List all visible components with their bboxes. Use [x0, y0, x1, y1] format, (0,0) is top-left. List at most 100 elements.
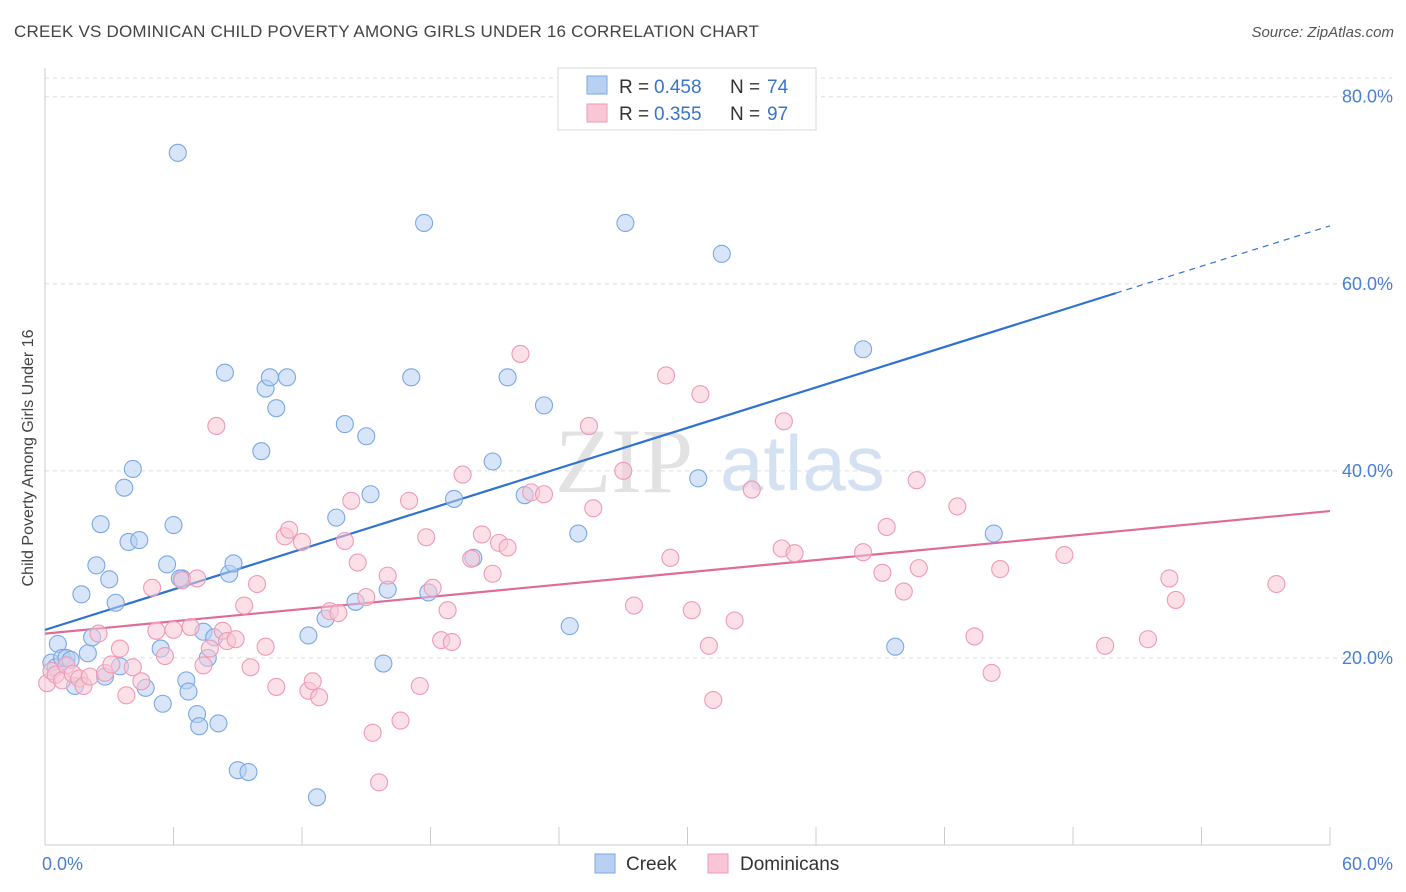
- legend-r-label-dominicans: R =: [619, 104, 649, 125]
- trend-line-1: [44, 509, 1331, 635]
- point-0-44: [277, 368, 297, 387]
- point-0-8: [78, 644, 97, 663]
- point-1-76: [725, 611, 744, 630]
- point-1-12: [110, 639, 130, 658]
- y-tick-label-1: 40.0%: [1342, 461, 1393, 481]
- point-1-66: [579, 416, 599, 436]
- point-0-37: [224, 554, 243, 573]
- point-0-19: [130, 531, 149, 550]
- point-0-28: [179, 682, 198, 701]
- point-1-14: [123, 658, 142, 677]
- point-0-42: [260, 368, 279, 387]
- point-1-77: [742, 480, 761, 499]
- point-1-47: [370, 773, 389, 792]
- point-1-81: [854, 543, 873, 562]
- y-tick-label-3: 80.0%: [1342, 87, 1393, 107]
- point-1-84: [894, 582, 913, 601]
- point-0-48: [327, 508, 346, 527]
- point-0-56: [415, 213, 434, 233]
- point-1-36: [292, 532, 312, 551]
- point-1-74: [699, 636, 718, 655]
- point-0-10: [87, 556, 106, 575]
- point-1-70: [657, 366, 676, 385]
- point-1-57: [453, 465, 472, 484]
- legend-n-label-creek: N =: [730, 77, 760, 98]
- point-0-69: [712, 244, 731, 263]
- point-1-21: [181, 618, 200, 637]
- point-1-33: [267, 677, 286, 696]
- point-1-72: [682, 601, 701, 620]
- legend-n-value-creek: 74: [767, 77, 789, 98]
- point-0-68: [689, 469, 708, 488]
- legend-n-label-dominicans: N =: [730, 104, 760, 125]
- axes: 20.0% 40.0% 60.0% 80.0%: [44, 68, 1393, 846]
- point-1-88: [965, 627, 984, 646]
- grid-lines: [45, 77, 1392, 659]
- point-1-51: [410, 676, 429, 696]
- point-1-60: [483, 564, 502, 583]
- point-0-64: [560, 617, 579, 636]
- point-1-86: [907, 471, 926, 490]
- point-0-13: [100, 570, 119, 589]
- point-1-62: [498, 538, 517, 557]
- point-1-42: [335, 531, 354, 551]
- point-1-87: [948, 497, 967, 516]
- point-1-63: [511, 344, 530, 363]
- legend-swatch-creek: [586, 75, 608, 95]
- y-tick-label-2: 60.0%: [1342, 274, 1393, 294]
- watermark-zip: ZIP: [555, 410, 693, 512]
- point-1-69: [624, 596, 644, 615]
- point-1-31: [247, 574, 267, 594]
- point-1-17: [147, 621, 166, 640]
- point-1-46: [363, 723, 382, 742]
- point-0-40: [252, 442, 271, 461]
- point-1-55: [438, 601, 457, 620]
- point-0-14: [106, 593, 125, 612]
- point-0-66: [616, 213, 635, 233]
- point-0-60: [483, 452, 502, 471]
- series-legend-swatch-dominicans: [707, 853, 729, 874]
- point-0-65: [569, 524, 588, 543]
- y-axis-label: Child Poverty Among Girls Under 16: [20, 329, 37, 586]
- series-legend: Creek Dominicans: [594, 853, 839, 875]
- point-1-39: [310, 688, 329, 707]
- point-1-50: [400, 491, 419, 510]
- source-label: Source: ZipAtlas.com: [1251, 24, 1394, 41]
- point-1-49: [391, 711, 410, 730]
- point-1-68: [614, 461, 633, 480]
- point-1-52: [417, 528, 436, 547]
- point-1-30: [241, 658, 260, 677]
- point-0-18: [123, 459, 142, 479]
- point-1-38: [303, 672, 322, 691]
- point-0-53: [374, 654, 393, 673]
- point-1-73: [691, 385, 710, 404]
- series-legend-label-dominicans: Dominicans: [740, 854, 839, 875]
- x-tick-label-min: 0.0%: [42, 854, 83, 874]
- legend-n-value-dominicans: 97: [767, 104, 788, 125]
- x-tick-label-max: 60.0%: [1342, 854, 1393, 874]
- point-1-19: [164, 620, 183, 639]
- point-1-91: [1055, 545, 1074, 565]
- point-0-43: [267, 399, 286, 418]
- point-1-58: [462, 549, 481, 568]
- point-1-59: [472, 525, 491, 544]
- stats-legend: R = 0.458 N = 74 R = 0.355 N = 97: [557, 67, 817, 131]
- point-0-51: [357, 427, 376, 446]
- point-1-18: [155, 647, 174, 666]
- point-1-23: [194, 656, 213, 675]
- point-1-89: [982, 663, 1001, 682]
- point-1-43: [342, 491, 361, 510]
- point-0-45: [299, 626, 318, 645]
- point-1-41: [329, 603, 348, 623]
- data-points: [38, 111, 1286, 807]
- point-1-56: [442, 632, 461, 652]
- point-1-29: [235, 596, 254, 615]
- chart-title: CREEK VS DOMINICAN CHILD POVERTY AMONG G…: [14, 22, 760, 41]
- point-1-95: [1166, 590, 1185, 609]
- point-1-71: [661, 548, 680, 567]
- point-1-9: [89, 624, 108, 643]
- point-0-46: [307, 788, 327, 807]
- point-1-11: [102, 655, 121, 674]
- point-1-35: [280, 520, 299, 539]
- point-1-96: [1267, 574, 1286, 594]
